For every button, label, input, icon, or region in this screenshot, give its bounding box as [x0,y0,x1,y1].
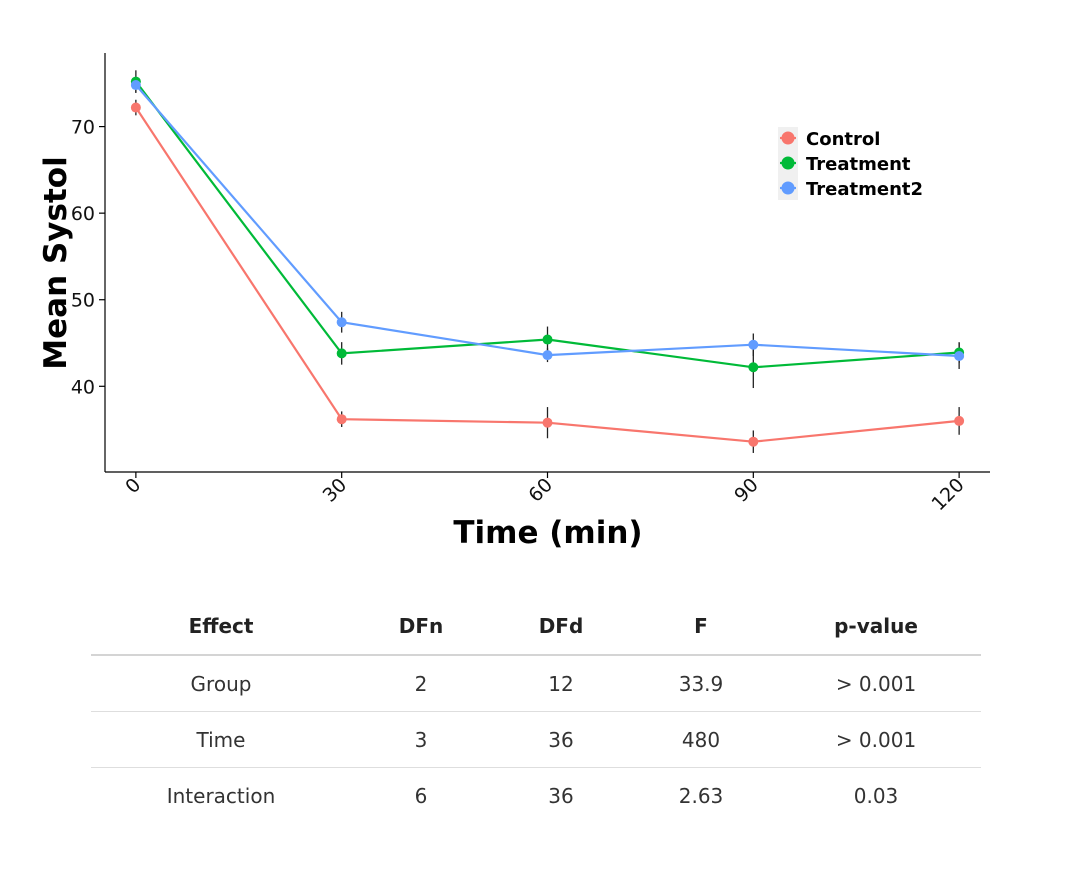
data-point-treatment [748,362,759,373]
table-row: Group 2 12 33.9 > 0.001 [91,655,981,712]
table-cell: > 0.001 [771,711,981,768]
data-point-treatment2 [542,350,553,361]
data-point-control [336,414,347,425]
table-header-row: Effect DFn DFd F p-value [91,598,981,656]
table-cell: 12 [491,655,631,712]
column-header-dfd: DFd [491,598,631,656]
table-row: Interaction 6 36 2.63 0.03 [91,768,981,824]
x-tick-label: 0 [121,474,145,498]
data-point-control [542,417,553,428]
legend-label-treatment2: Treatment2 [806,179,923,200]
anova-table: Effect DFn DFd F p-value Group 2 12 33.9… [91,598,981,823]
table-cell: > 0.001 [771,655,981,712]
table-cell: 2.63 [678,783,724,808]
table-row: Time 3 36 480 > 0.001 [91,711,981,768]
y-tick-label: 70 [71,117,95,139]
legend-key-point-treatment [781,156,795,170]
data-point-treatment [542,334,553,345]
column-header-dfn: DFn [351,598,491,656]
data-point-treatment [336,348,347,359]
legend-key-point-control [781,131,795,145]
table-cell: Group [91,655,351,712]
ticks: 40 50 60 70 0 30 60 90 120 [71,117,969,516]
column-header-effect: Effect [91,598,351,656]
legend-key-point-treatment2 [781,181,795,195]
data-point-treatment2 [336,317,347,328]
x-tick-label: 60 [524,474,557,507]
series-line-treatment2 [135,84,960,358]
data-point-treatment2 [748,339,759,350]
table-cell: 480 [631,711,771,768]
table-cell: 6 [414,783,428,808]
table-cell: 3 [351,711,491,768]
column-header-p-value: p-value [771,598,981,656]
x-tick-label: 90 [730,474,763,507]
table-cell: 36 [548,783,574,808]
table-cell: 0.03 [853,783,899,808]
error-bars [135,70,960,453]
legend-label-control: Control [806,129,880,150]
x-axis-title: Time (min) [453,515,642,551]
series-line-treatment [135,80,960,369]
line-chart: 40 50 60 70 0 30 60 90 120 Time (min) Mean Systo… [38,53,990,551]
y-tick-label: 60 [71,203,95,225]
table-cell: 33.9 [631,655,771,712]
legend-label-treatment: Treatment [806,154,911,175]
y-axis-title: Mean Systol [38,156,74,369]
x-tick-label: 30 [319,474,352,507]
table-cell: 2 [351,655,491,712]
data-point-control [748,436,759,447]
table-cell: 36 [491,711,631,768]
legend: Control Treatment Treatment2 [778,127,923,200]
series-points [130,76,965,447]
data-point-control [130,102,141,113]
data-point-control [954,415,965,426]
y-tick-label: 50 [71,290,95,312]
column-header-f: F [631,598,771,656]
data-point-treatment2 [954,350,965,361]
data-point-treatment2 [130,80,141,91]
table-cell: Interaction [166,783,276,808]
table-cell: Time [91,711,351,768]
x-tick-label: 120 [927,474,968,515]
y-tick-label: 40 [71,376,95,398]
